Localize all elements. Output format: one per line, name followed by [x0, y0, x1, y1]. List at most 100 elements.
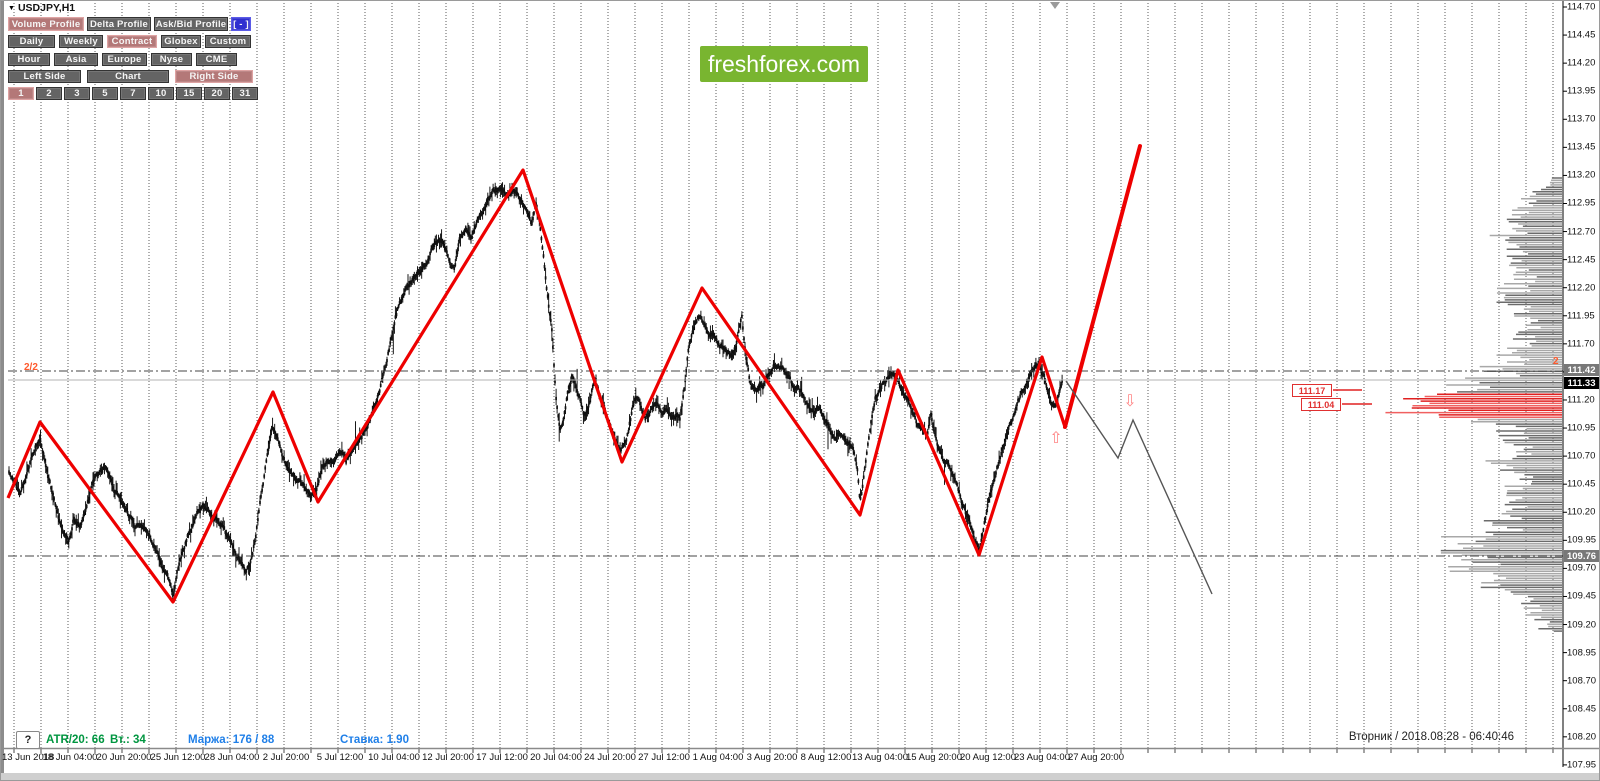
vt-value: Вт.: 34 [110, 734, 146, 746]
price-label: 109.45 [1567, 590, 1597, 602]
wave-count-right-label: 2 [1553, 356, 1559, 367]
price-axis-ticks [1563, 6, 1567, 766]
date-label: 15 Aug 20:00 [906, 752, 962, 763]
broker-logo: freshforex.com [700, 46, 868, 82]
forecast-line [1063, 144, 1142, 429]
price-label: 109.70 [1567, 562, 1597, 574]
date-label: 20 Jul 04:00 [530, 752, 582, 763]
price-label: 111.95 [1567, 310, 1595, 322]
price-label: 113.95 [1567, 85, 1596, 97]
symbol-title: USDJPY,H1 [17, 2, 76, 14]
panel-button-nyse[interactable]: Nyse [151, 53, 192, 66]
date-label: 24 Jul 20:00 [584, 752, 636, 763]
panel-button-daily[interactable]: Daily [8, 35, 55, 48]
panel-button-contract[interactable]: Contract [107, 35, 157, 48]
panel-button-delta-profile[interactable]: Delta Profile [87, 17, 151, 31]
price-label: 114.70 [1567, 1, 1596, 13]
price-label: 108.20 [1567, 731, 1597, 743]
left-border [0, 0, 4, 781]
price-label: 108.70 [1567, 675, 1597, 687]
panel-button-31[interactable]: 31 [232, 87, 258, 100]
price-label: 110.45 [1567, 478, 1596, 490]
panel-button-3[interactable]: 3 [64, 87, 90, 100]
date-label: 2 Jul 20:00 [262, 752, 310, 763]
panel-button-10[interactable]: 10 [148, 87, 174, 100]
red-price-callout-111-17: 111.17 [1292, 384, 1332, 397]
price-tag-109-76: 109.76 [1564, 550, 1599, 562]
date-label: 8 Aug 12:00 [800, 752, 852, 763]
price-label: 113.20 [1567, 169, 1596, 181]
date-label: 27 Jul 12:00 [638, 752, 690, 763]
price-label: 113.70 [1567, 113, 1596, 125]
price-label: 107.95 [1567, 759, 1597, 771]
panel-button-btn[interactable]: [ - ] [231, 17, 251, 31]
price-tag-111-33: 111.33 [1564, 377, 1599, 389]
panel-button-cme[interactable]: CME [196, 53, 237, 66]
panel-button-15[interactable]: 15 [176, 87, 202, 100]
price-label: 112.45 [1567, 254, 1596, 266]
panel-button-asia[interactable]: Asia [54, 53, 98, 66]
panel-button-chart[interactable]: Chart [87, 70, 169, 83]
red-price-callout-111-04: 111.04 [1301, 398, 1341, 411]
date-label: 25 Jun 12:00 [150, 752, 206, 763]
volume-profile-histogram [1385, 177, 1562, 632]
sell-arrow-icon: ⇩ [1123, 391, 1136, 410]
atr-value: ATR/20: 66 [46, 734, 105, 746]
margin-value: Маржа: 176 / 88 [188, 734, 275, 746]
panel-button-20[interactable]: 20 [204, 87, 230, 100]
price-label: 111.20 [1567, 394, 1595, 406]
date-label: 23 Aug 04:00 [1014, 752, 1070, 763]
panel-button-left-side[interactable]: Left Side [8, 70, 81, 83]
price-label: 111.70 [1567, 338, 1595, 350]
panel-button-7[interactable]: 7 [120, 87, 146, 100]
price-label: 112.70 [1567, 226, 1596, 238]
panel-button-volume-profile[interactable]: Volume Profile [8, 17, 84, 31]
date-label: 13 Aug 04:00 [852, 752, 908, 763]
price-label: 109.95 [1567, 534, 1597, 546]
price-label: 108.95 [1567, 647, 1597, 659]
help-button[interactable]: ? [16, 731, 40, 749]
price-label: 112.20 [1567, 282, 1596, 294]
server-time: Вторник / 2018.08.28 - 06:40:46 [1348, 731, 1514, 743]
status-bar: ? ATR/20: 66 Вт.: 34 Маржа: 176 / 88 Ста… [0, 729, 1000, 751]
panel-button-1[interactable]: 1 [8, 87, 34, 100]
panel-button-globex[interactable]: Globex [161, 35, 201, 48]
grid-vlines [13, 0, 1554, 753]
date-label: 12 Jul 20:00 [422, 752, 474, 763]
panel-button-weekly[interactable]: Weekly [59, 35, 103, 48]
bottom-chrome [0, 773, 1600, 781]
panel-button-ask-bid-profile[interactable]: Ask/Bid Profile [154, 17, 228, 31]
shift-marker-icon [1050, 2, 1060, 9]
price-label: 110.70 [1567, 450, 1596, 462]
date-label: 3 Aug 20:00 [746, 752, 798, 763]
date-label: 17 Jul 12:00 [476, 752, 528, 763]
price-label: 109.20 [1567, 619, 1597, 631]
price-label: 112.95 [1567, 197, 1596, 209]
projection-line [1065, 380, 1213, 595]
price-label: 108.45 [1567, 703, 1597, 715]
price-label: 110.95 [1567, 422, 1596, 434]
price-label: 110.20 [1567, 506, 1596, 518]
price-label: 114.20 [1567, 57, 1596, 69]
zigzag-line [6, 168, 1067, 604]
panel-button-right-side[interactable]: Right Side [175, 70, 253, 83]
panel-button-2[interactable]: 2 [36, 87, 62, 100]
date-label: 18 Jun 04:00 [42, 752, 98, 763]
date-label: 5 Jul 12:00 [316, 752, 364, 763]
date-label: 27 Aug 20:00 [1068, 752, 1124, 763]
date-label: 20 Jun 20:00 [96, 752, 152, 763]
date-label: 28 Jun 04:00 [204, 752, 260, 763]
price-tag-111-42: 111.42 [1564, 364, 1599, 376]
chart-title-bar[interactable]: ▼ USDJPY,H1 [8, 1, 75, 15]
price-label: 114.45 [1567, 29, 1596, 41]
price-label: 113.45 [1567, 141, 1596, 153]
panel-button-europe[interactable]: Europe [102, 53, 147, 66]
panel-button-5[interactable]: 5 [92, 87, 118, 100]
panel-button-custom[interactable]: Custom [205, 35, 251, 48]
panel-button-hour[interactable]: Hour [8, 53, 50, 66]
date-label: 10 Jul 04:00 [368, 752, 420, 763]
date-label: 1 Aug 04:00 [692, 752, 744, 763]
date-label: 20 Aug 12:00 [960, 752, 1016, 763]
